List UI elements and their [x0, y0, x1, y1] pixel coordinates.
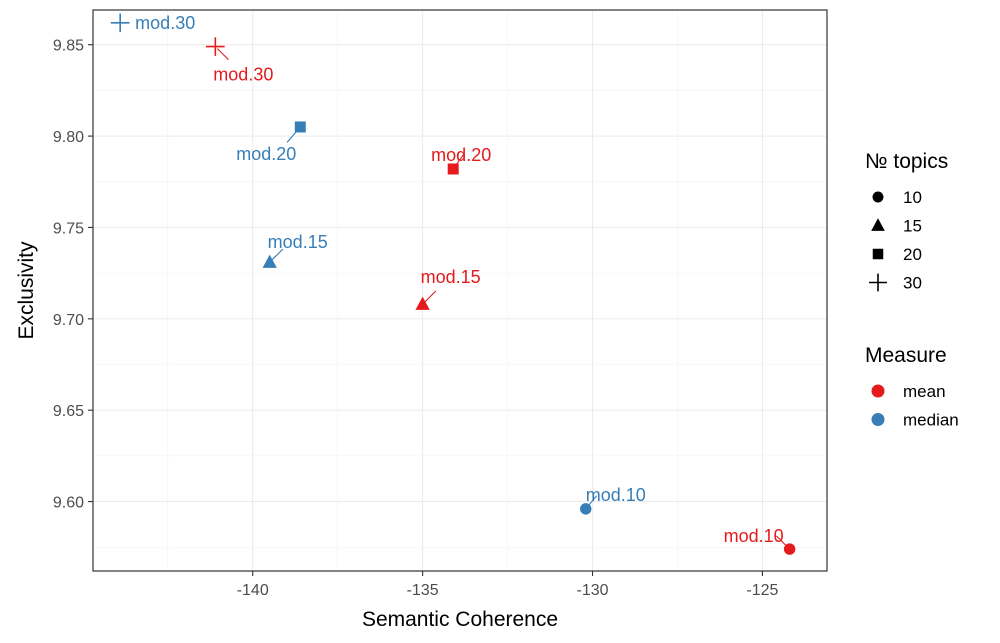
triangle-marker	[415, 296, 430, 310]
y-tick-label: 9.65	[53, 403, 84, 420]
legend-measure: Measure mean median	[865, 344, 959, 430]
plot-panel	[93, 10, 827, 571]
data-point-mean-10: mod.10	[724, 526, 796, 555]
x-tick-label: -140	[237, 582, 269, 599]
square-marker	[294, 121, 306, 133]
legend-key-circle	[871, 384, 885, 398]
point-label: mod.15	[421, 267, 481, 287]
data-point-mean-30: mod.30	[205, 37, 273, 85]
legend: № topics 10 15 20 30 Measure mean median	[865, 150, 959, 430]
data-point-median-30: mod.30	[110, 13, 195, 33]
legend-label: median	[903, 411, 959, 430]
point-label: mod.20	[236, 144, 296, 164]
label-leader-line	[424, 290, 437, 303]
axes: -140 -135 -130 -125 9.60 9.65 9.70 9.75 9.80 9.85	[53, 38, 779, 599]
point-label: mod.20	[431, 145, 491, 165]
label-leader-line	[587, 495, 598, 508]
point-label: mod.10	[724, 526, 784, 546]
legend-key-square	[872, 248, 884, 260]
point-label: mod.10	[586, 485, 646, 505]
legend-title: № topics	[865, 150, 948, 173]
y-tick-label: 9.60	[53, 495, 84, 512]
data-points: mod.10 mod.15 mod.20 mod.30 mod.10 mod.15 mod.…	[110, 13, 796, 555]
legend-title: Measure	[865, 344, 947, 367]
legend-label: mean	[903, 382, 946, 401]
legend-key-plus	[869, 273, 887, 292]
legend-label: 30	[903, 274, 922, 293]
data-point-median-10: mod.10	[580, 485, 646, 515]
y-tick-label: 9.75	[53, 220, 84, 237]
data-point-median-20: mod.20	[236, 121, 306, 164]
triangle-marker	[262, 254, 277, 268]
x-tick-label: -125	[746, 582, 778, 599]
legend-label: 15	[903, 217, 922, 236]
label-leader-line	[286, 129, 299, 143]
label-leader-line	[217, 48, 229, 61]
y-tick-label: 9.70	[53, 312, 84, 329]
data-point-median-15: mod.15	[262, 232, 328, 268]
x-tick-label: -135	[407, 582, 439, 599]
point-label: mod.30	[213, 65, 273, 85]
data-point-mean-15: mod.15	[415, 267, 481, 310]
x-axis-title: Semantic Coherence	[362, 608, 558, 631]
point-label: mod.15	[268, 232, 328, 252]
legend-key-triangle	[871, 218, 885, 231]
legend-key-circle	[871, 413, 885, 426]
grid-lines	[93, 10, 827, 571]
x-tick-label: -130	[577, 582, 609, 599]
legend-topics: № topics 10 15 20 30	[865, 150, 948, 293]
y-tick-label: 9.85	[53, 38, 84, 55]
plus-marker	[205, 37, 225, 56]
label-leader-line	[271, 248, 284, 261]
legend-label: 10	[903, 188, 922, 207]
plot-border	[92, 9, 828, 572]
point-label: mod.30	[135, 13, 195, 33]
data-point-mean-20: mod.20	[431, 145, 491, 175]
label-leader-line	[776, 535, 788, 548]
legend-key-circle	[872, 191, 884, 203]
plus-marker	[110, 13, 130, 33]
label-leader-line	[454, 153, 465, 167]
square-marker	[447, 163, 459, 175]
y-axis-title: Exclusivity	[15, 241, 38, 340]
legend-label: 20	[903, 245, 922, 264]
y-tick-label: 9.80	[53, 129, 84, 146]
